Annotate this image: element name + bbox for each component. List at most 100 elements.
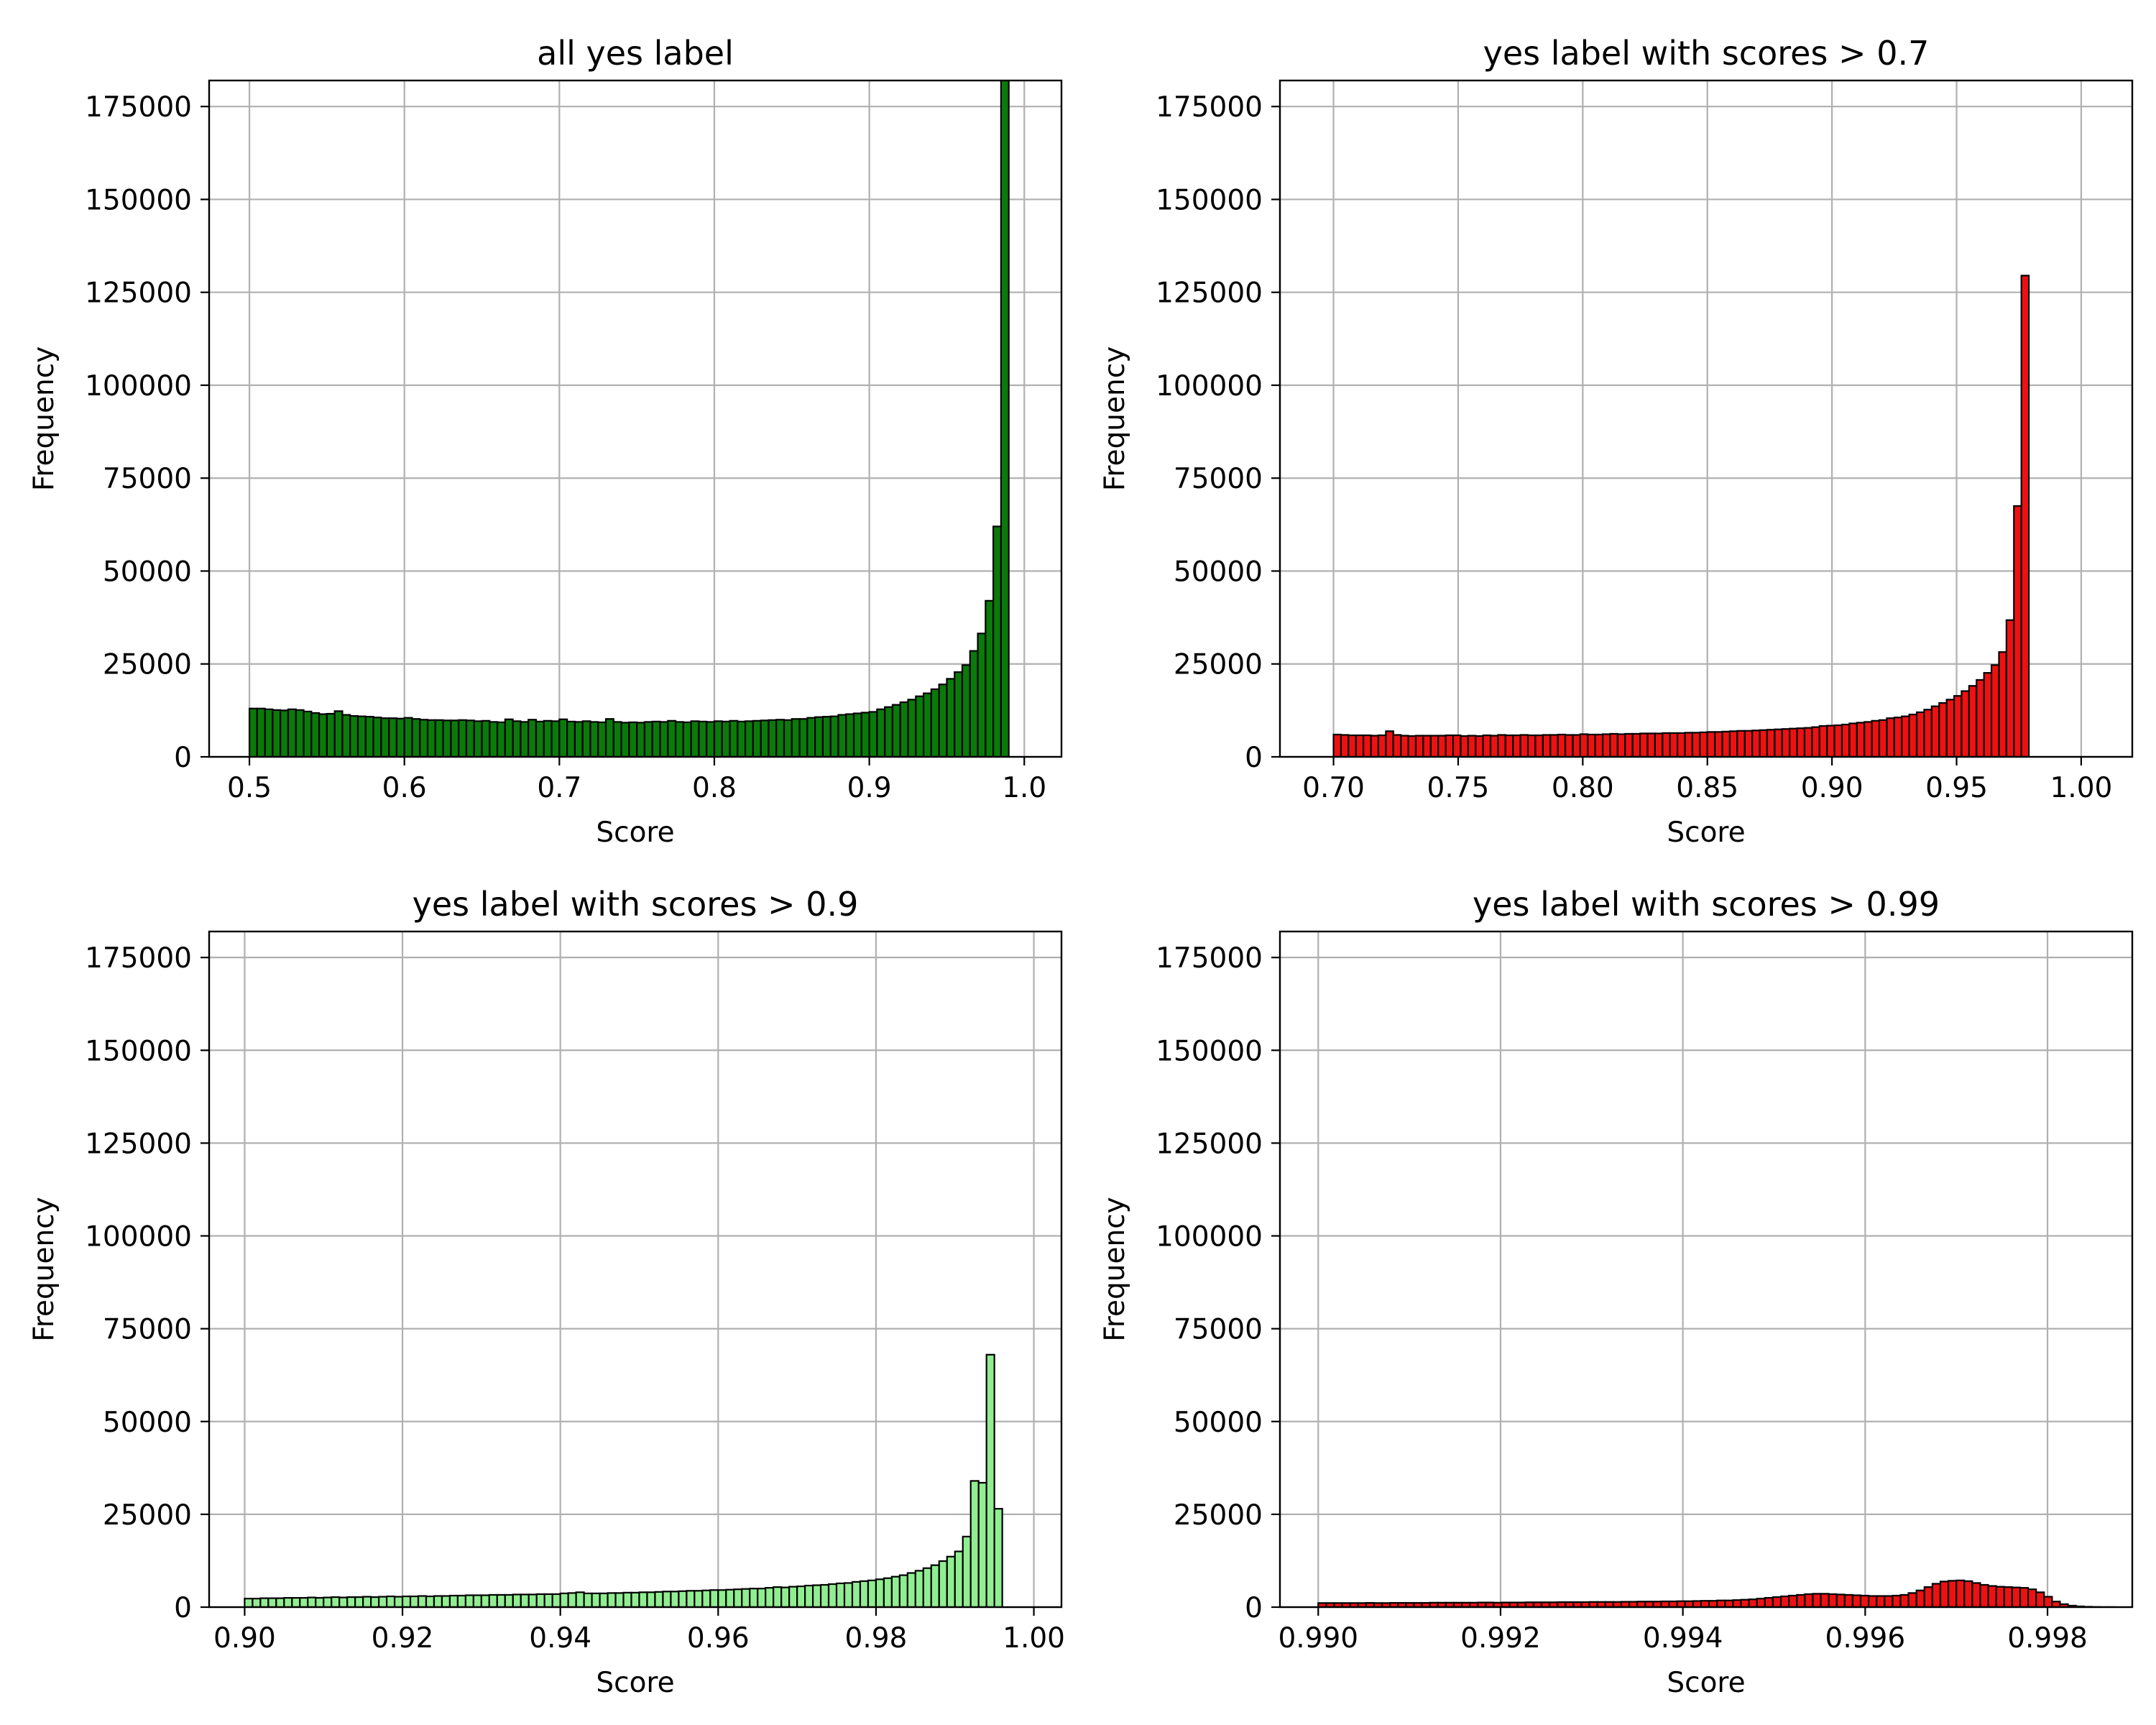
histogram-bar xyxy=(1939,1581,1950,1607)
histogram-bar xyxy=(1901,715,1910,757)
histogram-bar xyxy=(401,1595,412,1607)
x-tick-label: 0.6 xyxy=(382,772,427,804)
histogram-bar xyxy=(472,1594,482,1607)
histogram-bar xyxy=(1998,651,2007,757)
histogram-bar xyxy=(1781,728,1791,757)
histogram-bar xyxy=(1789,727,1798,757)
histogram-bar xyxy=(741,1588,751,1607)
histogram-bar xyxy=(441,1595,451,1607)
histogram-bars xyxy=(1317,1579,2117,1607)
histogram-bar xyxy=(448,1594,459,1607)
histogram-bar xyxy=(1489,735,1499,757)
y-tick-label: 100000 xyxy=(85,370,192,402)
histogram-bar xyxy=(775,719,786,757)
histogram-bar xyxy=(709,1589,719,1607)
histogram-bar xyxy=(1963,1580,1973,1607)
histogram-panel-above-0-7: 0.70 0.75 0.80 0.85 0.90 0.95 1.00 0 25000 50000 7… xyxy=(1099,34,2134,849)
histogram-bar xyxy=(378,1596,388,1607)
axes-frame xyxy=(208,930,1063,1609)
x-tick-label: 0.996 xyxy=(1825,1622,1906,1655)
x-tick-label: 0.90 xyxy=(1801,772,1864,804)
histogram-bar xyxy=(1557,733,1567,757)
histogram-bar xyxy=(1646,732,1657,757)
x-axis-label: Score xyxy=(596,1667,674,1699)
histogram-bar xyxy=(969,1480,980,1607)
histogram-bar xyxy=(1947,1580,1958,1607)
histogram-bar xyxy=(721,720,731,757)
histogram-bar xyxy=(2013,505,2022,757)
histogram-bar xyxy=(2005,619,2015,757)
histogram-bar xyxy=(283,1596,293,1607)
histogram-bar xyxy=(1811,726,1820,757)
histogram-bar xyxy=(1677,732,1686,757)
histogram-bar xyxy=(370,1596,380,1607)
y-tick-label: 0 xyxy=(1245,742,1263,774)
histogram-bar xyxy=(1370,735,1380,757)
histogram-bar xyxy=(954,1550,964,1607)
histogram-bar xyxy=(259,1597,270,1607)
histogram-bar xyxy=(528,1593,538,1607)
histogram-bar xyxy=(827,1583,838,1607)
histogram-bar xyxy=(364,716,374,757)
histogram-bar xyxy=(1804,1593,1814,1607)
histogram-bar xyxy=(1512,734,1521,757)
histogram-bar xyxy=(1669,732,1679,757)
chart-title: yes label with scores > 0.99 xyxy=(1473,885,1940,924)
histogram-bar xyxy=(698,720,708,757)
y-tick-label: 125000 xyxy=(1156,1128,1263,1160)
histogram-bar xyxy=(1899,1593,1909,1607)
histogram-bar xyxy=(791,718,801,757)
histogram-bar xyxy=(450,719,460,757)
y-tick-label: 25000 xyxy=(1174,1499,1263,1532)
histogram-bar xyxy=(1923,709,1932,757)
histogram-bar xyxy=(1835,1593,1846,1607)
histogram-bar xyxy=(2003,1586,2013,1607)
histogram-bar xyxy=(264,708,274,757)
histogram-bar xyxy=(599,1592,609,1607)
histogram-bar xyxy=(1363,734,1372,757)
histogram-panel-above-0-9: 0.90 0.92 0.94 0.96 0.98 1.00 0 25000 50000 75000… xyxy=(28,885,1065,1699)
histogram-bar xyxy=(1841,723,1851,757)
histogram-bar xyxy=(512,720,522,757)
histogram-bar xyxy=(1526,734,1537,757)
histogram-bar xyxy=(961,664,971,757)
histogram-bar xyxy=(760,719,770,757)
x-tick-label: 0.8 xyxy=(692,772,737,804)
histogram-bar xyxy=(819,1583,830,1607)
histogram-bar xyxy=(597,721,607,757)
histogram-bar xyxy=(1864,721,1873,757)
histogram-bar xyxy=(915,695,925,757)
histogram-bar xyxy=(417,1595,428,1607)
histogram-bar xyxy=(303,710,313,757)
histogram-bar xyxy=(922,1567,932,1607)
histogram-bar xyxy=(1340,734,1350,757)
y-tick-label: 50000 xyxy=(103,1407,192,1439)
histogram-bar xyxy=(883,1577,893,1607)
histogram-bar xyxy=(969,650,979,757)
histogram-bar xyxy=(1893,717,1903,757)
histogram-bar xyxy=(1953,695,1963,757)
y-axis-label: Frequency xyxy=(28,346,60,491)
histogram-bar xyxy=(349,715,359,757)
histogram-bar xyxy=(1923,1586,1933,1607)
histogram-bar xyxy=(851,1581,862,1607)
histogram-bar xyxy=(1931,1583,1942,1607)
histogram-bar xyxy=(520,1593,530,1607)
histogram-bar xyxy=(780,1586,791,1607)
histogram-bar xyxy=(559,1592,569,1607)
histogram-bar xyxy=(2019,1587,2030,1607)
histogram-bar xyxy=(307,1596,317,1607)
y-tick-label: 175000 xyxy=(85,942,192,975)
histogram-bar xyxy=(1892,1594,1902,1607)
histogram-bar xyxy=(1355,734,1365,757)
histogram-bar xyxy=(899,701,909,757)
histogram-bar xyxy=(1756,1598,1766,1607)
histogram-bar xyxy=(354,1596,364,1607)
histogram-bar xyxy=(1826,724,1835,757)
histogram-bar xyxy=(1684,732,1694,757)
y-tick-label: 0 xyxy=(174,1592,192,1624)
y-tick-label: 150000 xyxy=(1156,1035,1263,1067)
histogram-bar xyxy=(745,720,754,757)
histogram-bar xyxy=(1579,733,1589,757)
